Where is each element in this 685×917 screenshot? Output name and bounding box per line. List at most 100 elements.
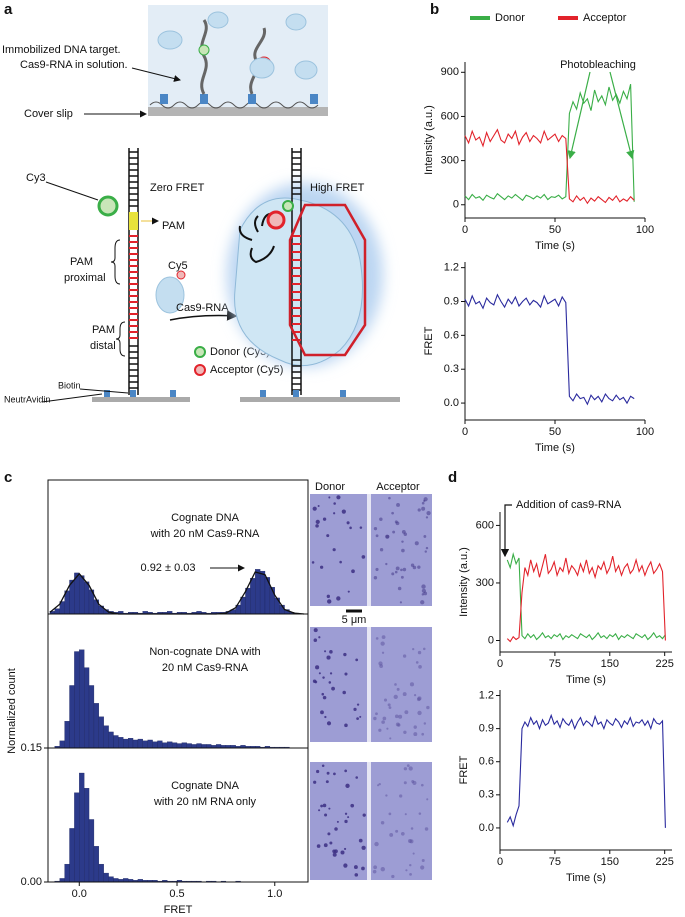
cover-slip-label: Cover slip bbox=[24, 108, 73, 120]
x-tick-label: 150 bbox=[601, 856, 619, 868]
spot bbox=[356, 717, 359, 721]
spot bbox=[388, 706, 392, 710]
spot bbox=[404, 710, 409, 715]
label: Cy5 bbox=[168, 260, 188, 272]
schematic-top: Immobilized DNA target. Cas9-RNA in solu… bbox=[2, 5, 328, 120]
spot bbox=[394, 570, 398, 574]
spot bbox=[409, 682, 415, 687]
panel-label: a bbox=[4, 1, 13, 18]
spot bbox=[383, 698, 388, 702]
surface-peg bbox=[149, 101, 319, 109]
spot bbox=[403, 730, 407, 734]
spot bbox=[411, 780, 415, 783]
spot bbox=[394, 683, 397, 686]
spot bbox=[336, 596, 341, 601]
label: Acceptor (Cy5) bbox=[210, 364, 283, 376]
histogram-bar bbox=[215, 744, 222, 749]
spot bbox=[408, 766, 413, 771]
y-tick-label: 0.9 bbox=[479, 723, 494, 735]
spot bbox=[402, 654, 407, 658]
spot bbox=[402, 567, 407, 572]
spot bbox=[381, 651, 385, 654]
spot bbox=[396, 687, 400, 691]
neutravidin bbox=[160, 94, 318, 104]
label: Biotin bbox=[58, 380, 81, 390]
spot bbox=[324, 715, 327, 719]
x-tick-label: 75 bbox=[549, 658, 561, 670]
spot bbox=[423, 535, 427, 538]
spot bbox=[361, 845, 366, 850]
spot bbox=[412, 852, 415, 855]
pointer bbox=[79, 388, 129, 394]
histogram-bar bbox=[118, 737, 124, 749]
spot bbox=[373, 576, 378, 580]
spot bbox=[394, 714, 399, 719]
spot bbox=[414, 541, 419, 546]
spot bbox=[379, 664, 384, 668]
spot bbox=[349, 526, 352, 530]
y-tick-label: 1.2 bbox=[479, 689, 494, 701]
spot bbox=[374, 841, 379, 847]
cas9-complex bbox=[234, 197, 363, 367]
spot bbox=[373, 865, 378, 870]
panel-text: with 20 nM Cas9-RNA bbox=[150, 528, 260, 540]
spot bbox=[331, 686, 335, 691]
spot bbox=[350, 803, 355, 808]
spot bbox=[321, 692, 325, 696]
panel-text: Cognate DNA bbox=[171, 512, 240, 524]
y-tick-label: 0.3 bbox=[444, 363, 459, 375]
x-axis-label: Time (s) bbox=[535, 240, 575, 252]
x-tick-label: 1.0 bbox=[267, 888, 282, 900]
spot bbox=[396, 503, 400, 507]
spot bbox=[405, 869, 408, 872]
histogram-bar bbox=[79, 649, 85, 749]
histogram-bar bbox=[64, 863, 70, 883]
spot bbox=[354, 873, 359, 877]
spot bbox=[404, 813, 407, 816]
spot bbox=[344, 723, 348, 728]
histogram-bar bbox=[201, 744, 207, 749]
y-tick-label: 0.15 bbox=[21, 742, 42, 754]
spot bbox=[385, 794, 388, 797]
spot bbox=[334, 827, 338, 831]
divider bbox=[367, 494, 371, 606]
x-axis-label: FRET bbox=[164, 904, 193, 916]
spot bbox=[314, 680, 318, 684]
spot bbox=[395, 829, 399, 833]
spot bbox=[417, 508, 421, 512]
spot bbox=[329, 650, 333, 654]
spot bbox=[320, 565, 324, 569]
spot bbox=[321, 764, 325, 768]
spot bbox=[322, 517, 327, 521]
spot bbox=[409, 863, 412, 867]
y-tick-label: 600 bbox=[476, 519, 494, 531]
spot bbox=[312, 506, 317, 511]
spot bbox=[346, 521, 350, 525]
spot bbox=[343, 863, 348, 868]
x-tick-label: 0 bbox=[462, 224, 468, 236]
spot bbox=[391, 511, 394, 515]
histogram-bar bbox=[79, 575, 85, 615]
y-tick-label: 0.3 bbox=[479, 789, 494, 801]
histogram-bar bbox=[137, 738, 143, 749]
y-axis-label: Normalized count bbox=[6, 668, 18, 754]
histogram-bar bbox=[59, 740, 65, 749]
spot bbox=[426, 798, 429, 801]
annotation: Addition of cas9-RNA bbox=[516, 499, 622, 511]
spot bbox=[343, 847, 347, 851]
spot bbox=[332, 548, 336, 552]
histogram-bar bbox=[259, 570, 266, 615]
histogram-bar bbox=[123, 738, 129, 749]
arrow bbox=[169, 310, 238, 321]
spot bbox=[375, 637, 379, 640]
panel-text: Cognate DNA bbox=[171, 780, 240, 792]
guide-rna bbox=[238, 212, 275, 264]
y-tick-label: 0.00 bbox=[21, 876, 42, 888]
spot bbox=[379, 517, 383, 521]
spot bbox=[391, 874, 395, 879]
divider bbox=[367, 762, 371, 880]
spot bbox=[397, 586, 402, 591]
spot bbox=[333, 772, 336, 776]
spot bbox=[388, 812, 392, 816]
spot bbox=[373, 527, 378, 531]
